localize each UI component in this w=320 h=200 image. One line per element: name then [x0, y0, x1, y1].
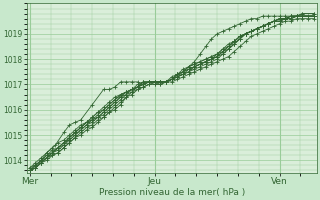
- X-axis label: Pression niveau de la mer( hPa ): Pression niveau de la mer( hPa ): [99, 188, 245, 197]
